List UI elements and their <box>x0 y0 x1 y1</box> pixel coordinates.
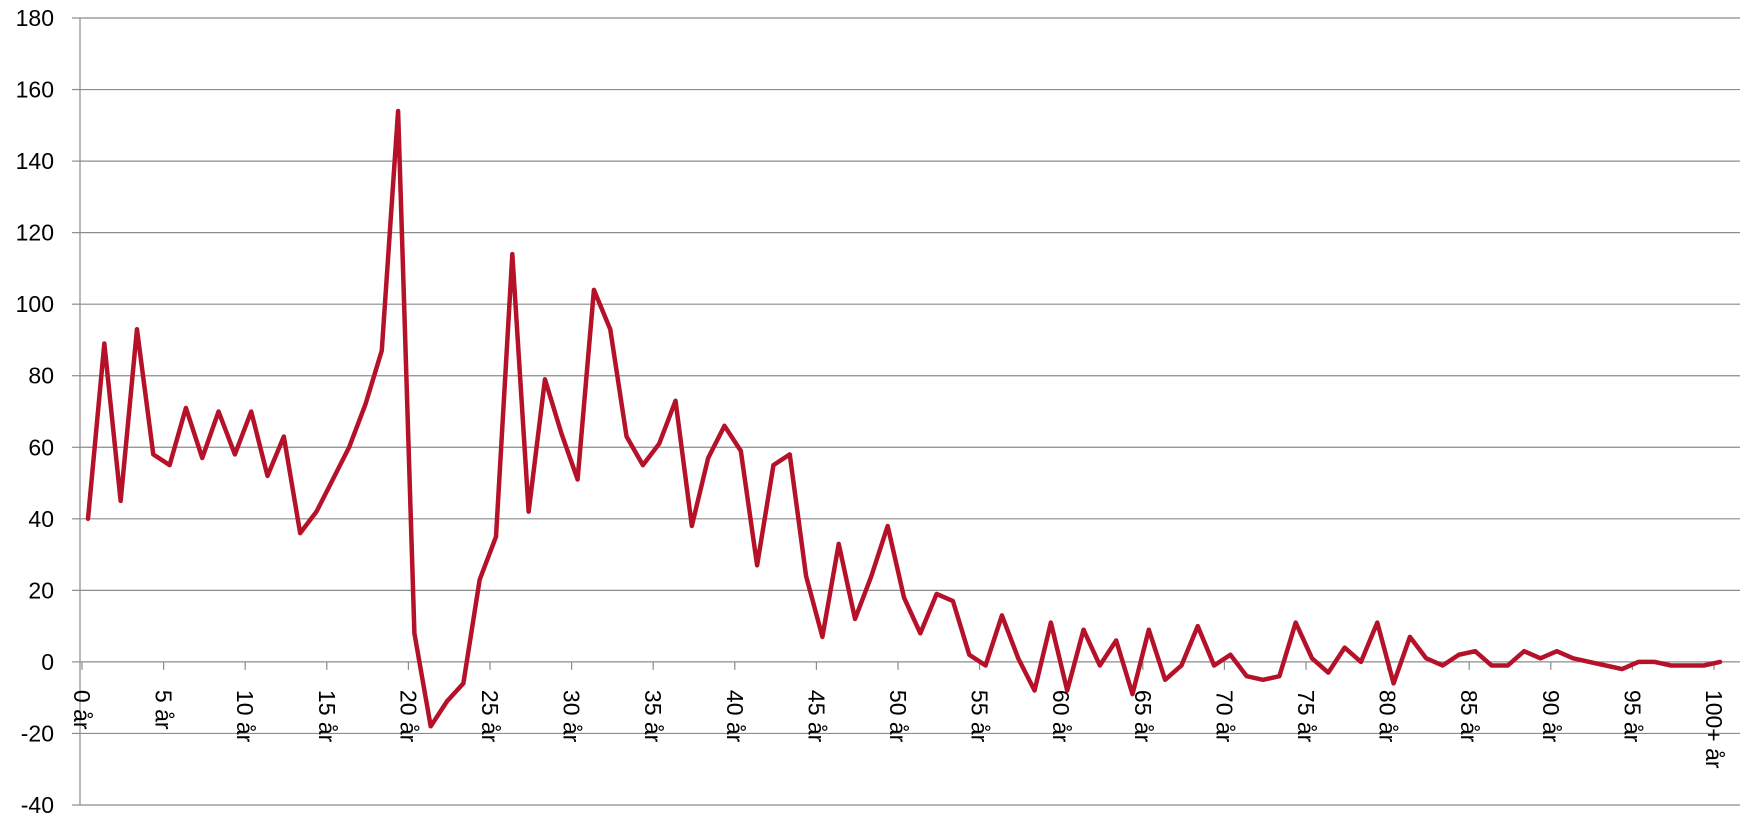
x-tick-label: 55 år <box>967 690 993 743</box>
y-tick-label: 80 <box>28 363 54 389</box>
y-tick-label: 20 <box>28 577 54 603</box>
y-tick-label: 140 <box>16 148 54 174</box>
x-tick-label: 65 år <box>1130 690 1156 743</box>
y-tick-label: -40 <box>21 792 54 818</box>
x-tick-label: 45 år <box>803 690 829 743</box>
x-tick-label: 90 år <box>1538 690 1564 743</box>
x-tick-label: 60 år <box>1048 690 1074 743</box>
x-tick-label: 70 år <box>1211 690 1237 743</box>
x-tick-label: 80 år <box>1375 690 1401 743</box>
x-tick-label: 20 år <box>395 690 421 743</box>
x-tick-label: 15 år <box>314 690 340 743</box>
y-tick-label: 160 <box>16 77 54 103</box>
y-tick-label: 120 <box>16 220 54 246</box>
x-tick-label: 30 år <box>559 690 585 743</box>
x-tick-label: 10 år <box>232 690 258 743</box>
y-tick-label: 60 <box>28 434 54 460</box>
y-tick-label: 40 <box>28 506 54 532</box>
x-tick-label: 50 år <box>885 690 911 743</box>
x-tick-label: 100+ år <box>1701 690 1727 769</box>
x-tick-label: 5 år <box>151 690 177 730</box>
y-tick-label: 180 <box>16 5 54 31</box>
x-tick-label: 0 år <box>69 690 95 730</box>
x-tick-label: 25 år <box>477 690 503 743</box>
series-line <box>85 108 1723 729</box>
y-tick-label: 100 <box>16 291 54 317</box>
x-tick-label: 75 år <box>1293 690 1319 743</box>
y-tick-label: -20 <box>21 720 54 746</box>
y-tick-label: 0 <box>41 649 54 675</box>
x-tick-label: 85 år <box>1456 690 1482 743</box>
x-tick-label: 40 år <box>722 690 748 743</box>
x-tick-label: 95 år <box>1619 690 1645 743</box>
x-tick-label: 35 år <box>640 690 666 743</box>
